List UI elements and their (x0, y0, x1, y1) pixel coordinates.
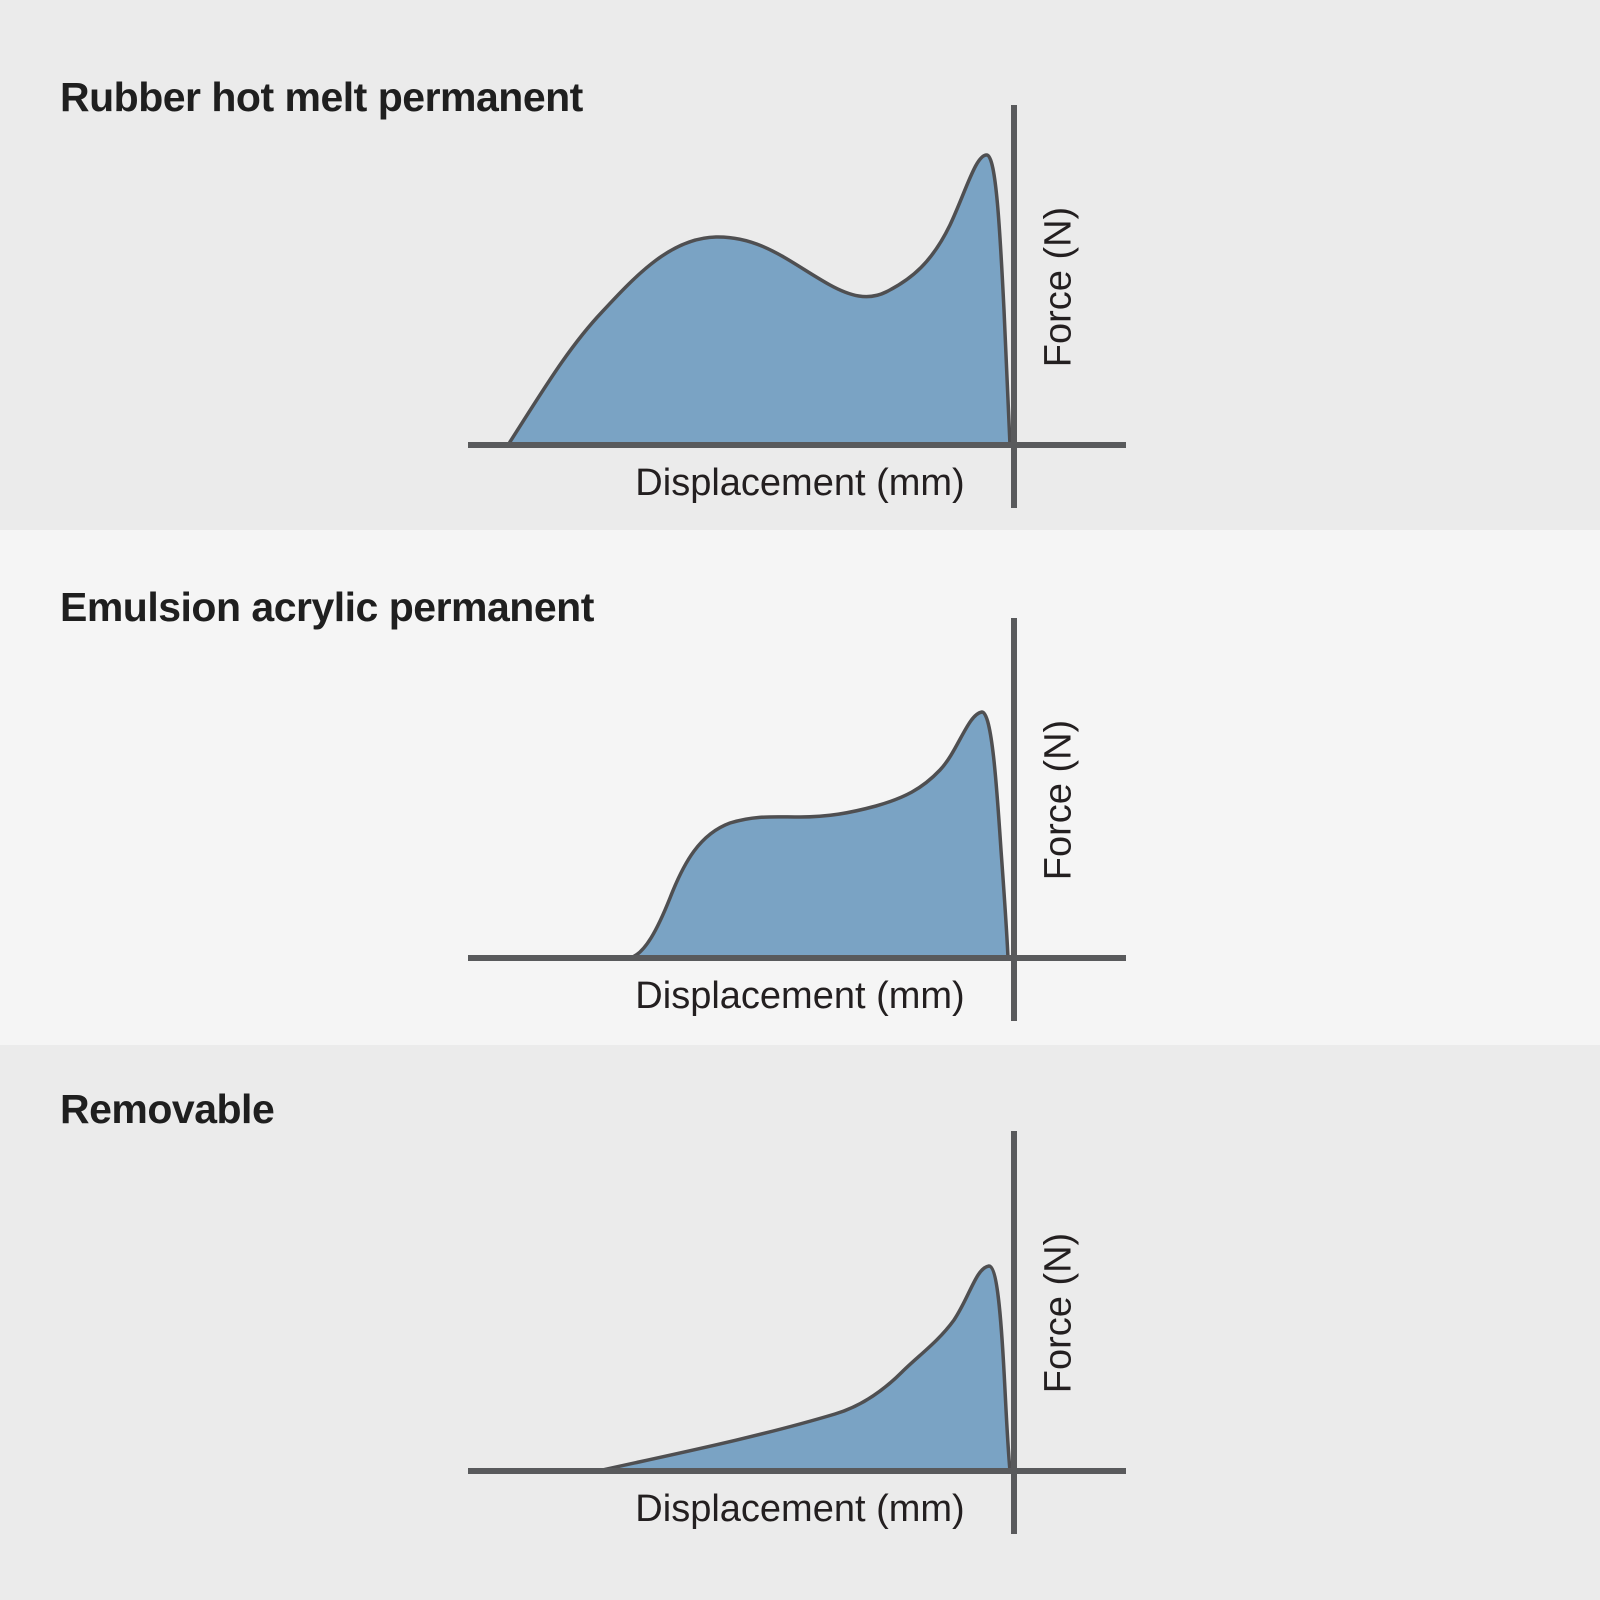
area-fill-removable (598, 1266, 1010, 1471)
chart-title-removable: Removable (60, 1086, 275, 1132)
chart-rubber-hot-melt (468, 105, 1126, 508)
y-axis-label-emulsion-acrylic: Force (N) (1037, 719, 1080, 881)
x-axis-label-rubber-hot-melt: Displacement (mm) (635, 462, 965, 504)
chart-title-rubber-hot-melt: Rubber hot melt permanent (60, 74, 583, 120)
panel-removable (0, 1045, 1600, 1600)
chart-removable (468, 1131, 1126, 1534)
y-axis-label-rubber-hot-melt: Force (N) (1037, 206, 1080, 368)
area-fill-rubber-hot-melt (508, 154, 1010, 445)
area-fill-emulsion-acrylic (630, 712, 1008, 958)
curve-removable (596, 1264, 1012, 1473)
x-axis-label-emulsion-acrylic: Displacement (mm) (635, 975, 965, 1017)
curve-rubber-hot-melt (506, 153, 1012, 447)
x-axis-label-removable: Displacement (mm) (635, 1488, 965, 1530)
chart-emulsion-acrylic (468, 618, 1126, 1021)
y-axis-label-removable: Force (N) (1037, 1232, 1080, 1394)
chart-title-emulsion-acrylic: Emulsion acrylic permanent (60, 584, 594, 630)
curve-emulsion-acrylic (628, 710, 1010, 960)
